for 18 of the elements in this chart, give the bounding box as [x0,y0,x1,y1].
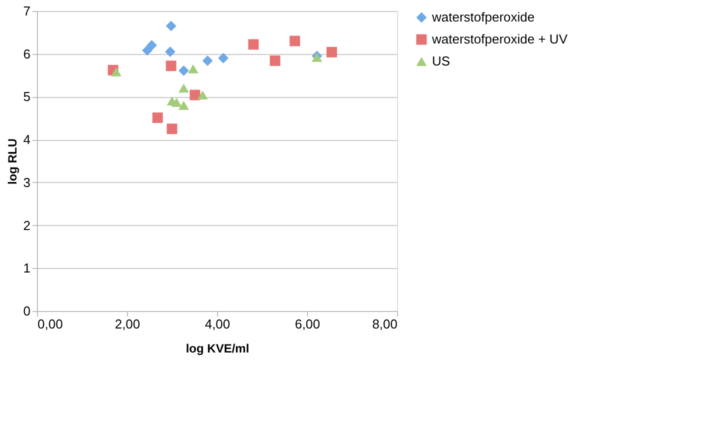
x-tick-label: 8,00 [372,316,398,332]
y-tick-label: 1 [23,260,30,276]
legend-label: US [432,54,450,68]
y-tick-label: 5 [23,89,30,104]
y-tick-label: 4 [23,132,30,148]
x-tick-label: 0,00 [38,316,63,332]
x-tick-label: 2,00 [114,316,140,332]
x-axis-title: log KVE/ml [186,342,250,356]
y-tick-label: 3 [23,174,30,190]
y-tick-label: 6 [23,46,30,62]
y-tick-label: 2 [23,218,30,233]
y-tick-label: 0 [23,304,30,318]
legend-label: waterstofperoxide [431,10,535,24]
x-tick-label: 6,00 [294,316,320,332]
x-tick-label: 4,00 [204,316,230,332]
y-tick-label: 7 [23,4,30,18]
y-axis-title: log RLU [5,138,20,184]
legend-label: waterstofperoxide + UV [431,32,568,46]
